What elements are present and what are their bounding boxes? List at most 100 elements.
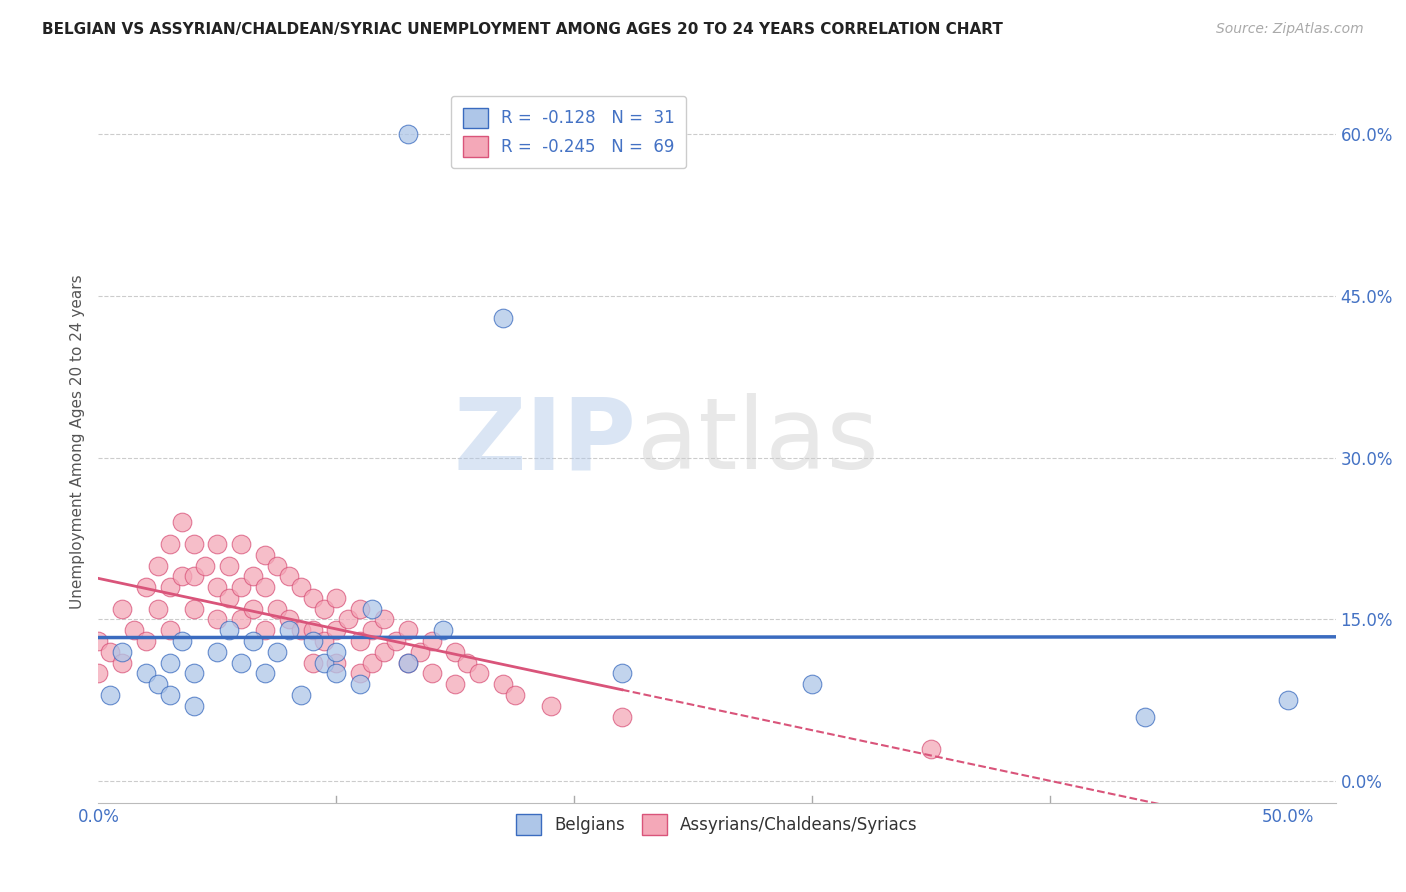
- Point: [266, 558, 288, 573]
- Text: BELGIAN VS ASSYRIAN/CHALDEAN/SYRIAC UNEMPLOYMENT AMONG AGES 20 TO 24 YEARS CORRE: BELGIAN VS ASSYRIAN/CHALDEAN/SYRIAC UNEM…: [42, 22, 1002, 37]
- Point: [218, 591, 240, 605]
- Point: [122, 624, 145, 638]
- Point: [1135, 709, 1157, 723]
- Point: [325, 645, 347, 659]
- Point: [396, 624, 419, 638]
- Point: [801, 677, 824, 691]
- Point: [361, 601, 384, 615]
- Point: [314, 601, 336, 615]
- Point: [396, 656, 419, 670]
- Point: [314, 656, 336, 670]
- Point: [408, 645, 430, 659]
- Point: [610, 709, 633, 723]
- Point: [325, 656, 347, 670]
- Y-axis label: Unemployment Among Ages 20 to 24 years: Unemployment Among Ages 20 to 24 years: [69, 274, 84, 609]
- Point: [218, 624, 240, 638]
- Point: [207, 537, 229, 551]
- Point: [135, 666, 157, 681]
- Point: [98, 645, 121, 659]
- Point: [266, 601, 288, 615]
- Point: [373, 612, 395, 626]
- Point: [444, 645, 467, 659]
- Point: [218, 558, 240, 573]
- Point: [87, 634, 110, 648]
- Point: [468, 666, 491, 681]
- Point: [444, 677, 467, 691]
- Point: [420, 666, 443, 681]
- Legend: Belgians, Assyrians/Chaldeans/Syriacs: Belgians, Assyrians/Chaldeans/Syriacs: [509, 808, 925, 841]
- Point: [361, 656, 384, 670]
- Point: [146, 558, 169, 573]
- Point: [301, 591, 323, 605]
- Point: [231, 612, 253, 626]
- Point: [183, 666, 205, 681]
- Point: [183, 537, 205, 551]
- Point: [98, 688, 121, 702]
- Point: [207, 645, 229, 659]
- Point: [277, 624, 299, 638]
- Point: [920, 742, 942, 756]
- Point: [492, 677, 515, 691]
- Point: [183, 569, 205, 583]
- Point: [325, 624, 347, 638]
- Point: [146, 677, 169, 691]
- Point: [170, 634, 193, 648]
- Point: [385, 634, 408, 648]
- Point: [396, 127, 419, 141]
- Point: [456, 656, 478, 670]
- Point: [1277, 693, 1299, 707]
- Point: [111, 645, 134, 659]
- Text: Source: ZipAtlas.com: Source: ZipAtlas.com: [1216, 22, 1364, 37]
- Point: [492, 310, 515, 325]
- Point: [253, 580, 276, 594]
- Point: [253, 666, 276, 681]
- Point: [159, 537, 181, 551]
- Point: [231, 580, 253, 594]
- Point: [277, 569, 299, 583]
- Point: [349, 666, 371, 681]
- Point: [290, 624, 312, 638]
- Point: [253, 548, 276, 562]
- Point: [325, 591, 347, 605]
- Point: [170, 516, 193, 530]
- Point: [396, 656, 419, 670]
- Point: [301, 634, 323, 648]
- Point: [266, 645, 288, 659]
- Point: [540, 698, 562, 713]
- Point: [373, 645, 395, 659]
- Point: [301, 656, 323, 670]
- Text: ZIP: ZIP: [454, 393, 637, 490]
- Point: [301, 624, 323, 638]
- Point: [111, 601, 134, 615]
- Point: [231, 537, 253, 551]
- Point: [231, 656, 253, 670]
- Point: [432, 624, 454, 638]
- Point: [277, 612, 299, 626]
- Point: [290, 688, 312, 702]
- Point: [337, 612, 360, 626]
- Point: [242, 601, 264, 615]
- Point: [361, 624, 384, 638]
- Text: atlas: atlas: [637, 393, 879, 490]
- Point: [290, 580, 312, 594]
- Point: [159, 688, 181, 702]
- Point: [87, 666, 110, 681]
- Point: [135, 580, 157, 594]
- Point: [325, 666, 347, 681]
- Point: [242, 634, 264, 648]
- Point: [207, 612, 229, 626]
- Point: [159, 624, 181, 638]
- Point: [610, 666, 633, 681]
- Point: [135, 634, 157, 648]
- Point: [170, 569, 193, 583]
- Point: [159, 580, 181, 594]
- Point: [183, 601, 205, 615]
- Point: [242, 569, 264, 583]
- Point: [159, 656, 181, 670]
- Point: [314, 634, 336, 648]
- Point: [349, 677, 371, 691]
- Point: [183, 698, 205, 713]
- Point: [111, 656, 134, 670]
- Point: [146, 601, 169, 615]
- Point: [420, 634, 443, 648]
